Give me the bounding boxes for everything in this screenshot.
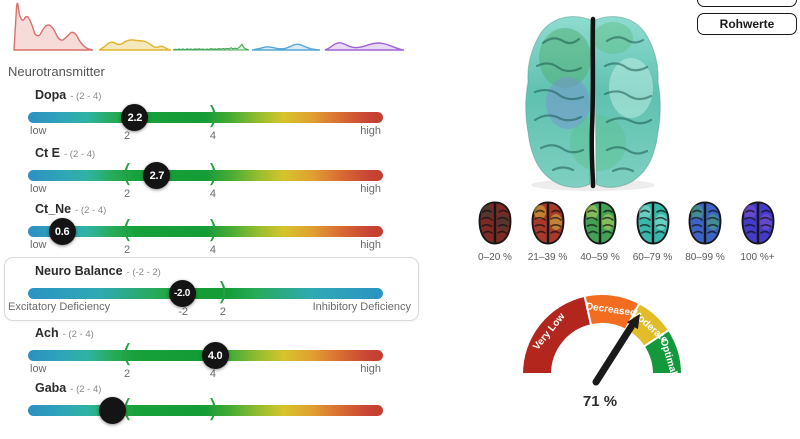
range-bracket-open: ( [122,159,132,188]
brain-scale-item: 40–59 % [574,200,626,263]
spectrum-band-yellow [98,39,172,51]
slider-cte-range: - (2 - 4) [64,149,96,160]
slider-cte-track[interactable]: ( ) 2.7 low high 2 4 [28,160,383,200]
slider-cte-handle[interactable]: 2.7 [143,162,171,189]
range-bracket-open: ( [122,215,132,244]
gauge-needle [592,314,640,386]
low-label: low [30,183,47,195]
high-label: high [360,183,381,195]
spectrum-band-blue [251,43,321,51]
mini-brain-icon [583,201,617,245]
slider-gaba-label: Gaba - (2 - 4) [35,381,102,395]
slider-ctne: Ct_Ne - (2 - 4) ( ) 0.6 low high 2 4 [0,202,420,260]
slider-dopa: Dopa- (2 - 4) ( ) 2.2 low high 2 4 [0,88,420,146]
slider-gaba-track[interactable]: ( ) [28,395,383,424]
gauge-segment-optimal [642,328,684,375]
range-bracket-close: ) [208,101,218,130]
range-bracket-close: ) [208,394,218,423]
tick-label: 4 [209,368,217,380]
sulci-lines [533,36,653,173]
tick-label: 2 [123,368,131,380]
high-label: high [360,125,381,137]
high-label: high [360,239,381,251]
range-bracket-close: ) [208,159,218,188]
spectrum-band-red [13,2,94,51]
excitatory-deficiency-label: Excitatory Deficiency [8,301,111,313]
tick-label: 2 [123,188,131,200]
mini-brain-icon [478,201,512,245]
slider-ach-label: Ach - (2 - 4) [35,326,94,340]
brain-scale-label: 0–20 % [478,252,512,263]
spectrum-band-purple [324,42,405,51]
mini-brain-icon [741,201,774,245]
brain-scale-item: 80–99 % [679,200,731,263]
slider-neuro-balance-label: Neuro Balance - (-2 - 2) [35,264,161,278]
section-title: Neurotransmitter [8,64,105,79]
slider-dopa-track[interactable]: ( ) 2.2 low high 2 4 [28,102,383,142]
tick-label: 2 [123,244,131,256]
range-bracket-open: ( [122,339,132,368]
tick-label: -2 [178,306,189,318]
slider-ach: Ach- (2 - 4) ( ) 4.0 low high 2 4 [0,326,420,384]
mini-brain-icon [688,201,722,245]
slider-ctne-handle[interactable]: 0.6 [48,218,76,245]
tick-label: 4 [209,244,217,256]
tick-label: 4 [209,130,217,142]
slider-ach-range: - (2 - 4) [62,329,94,340]
mini-brain-icon [636,201,669,245]
brain-scale-item: 100 %+ [732,200,784,263]
inhibitory-deficiency-label: Inhibitory Deficiency [312,301,411,313]
mini-brain-icon [531,201,564,245]
slider-dopa-handle[interactable]: 2.2 [121,104,149,131]
slider-ctne-range: - (2 - 4) [75,205,107,216]
slider-ach-handle[interactable]: 4.0 [201,342,229,369]
brain-scale-label: 60–79 % [632,252,673,263]
central-fissure [589,16,596,189]
slider-neuro-balance-track[interactable]: ( ) -2.0 Excitatory Deficiency Inhibitor… [8,278,411,318]
brain-scale-item: 60–79 % [627,200,679,263]
slider-dopa-label: Dopa - (2 - 4) [35,88,102,102]
low-label: low [30,363,47,375]
slider-cte: Ct E- (2 - 4) ( ) 2.7 low high 2 4 [0,146,420,204]
slider-ctne-track[interactable]: ( ) 0.6 low high 2 4 [28,216,383,256]
brain-scale-item: 0–20 % [469,200,521,263]
eeg-spectrum-chart [13,2,405,51]
slider-neuro-balance-handle[interactable]: -2.0 [168,280,196,307]
brain-scale-item: 21–39 % [522,200,574,263]
gauge-segment-very-low [520,294,593,375]
high-label: high [360,363,381,375]
brain-map-image [525,16,661,191]
gauge-value-label: 71 % [582,393,618,410]
rohwerte-button[interactable]: Rohwerte [697,13,797,35]
slider-neuro-balance-range: - (-2 - 2) [126,267,161,278]
gauge-chart: Very Low Decreased Moderate Optimal [520,293,684,386]
low-label: low [30,125,47,137]
tick-label: 2 [219,306,226,318]
brain-scale-label: 100 %+ [740,252,775,263]
slider-cte-label: Ct E- (2 - 4) [35,146,96,160]
neurofeedback-dashboard: Neurotransmitter Dopa- (2 - 4) ( ) 2.2 l… [0,0,797,424]
slider-dopa-range: - (2 - 4) [70,91,102,102]
brain-scale-label: 21–39 % [527,252,568,263]
brain-scale-label: 80–99 % [685,252,725,263]
slider-neuro-balance: Neuro Balance- (-2 - 2) ( ) -2.0 Excitat… [0,264,420,322]
tick-label: 4 [209,188,217,200]
spectrum-band-green [172,43,250,51]
tick-label: 2 [123,130,131,142]
slider-ctne-label: Ct_Ne - (2 - 4) [35,202,107,216]
brain-scale-label: 40–59 % [580,252,620,263]
slider-gaba: Gaba - (2 - 4) ( ) [0,381,420,439]
range-bracket-close: ) [208,215,218,244]
low-label: low [30,239,47,251]
parameter-button[interactable]: Parameter [697,0,797,7]
slider-ach-track[interactable]: ( ) 4.0 low high 2 4 [28,340,383,380]
range-bracket-close: ) [218,277,228,306]
slider-gaba-range: - (2 - 4) [70,384,102,395]
